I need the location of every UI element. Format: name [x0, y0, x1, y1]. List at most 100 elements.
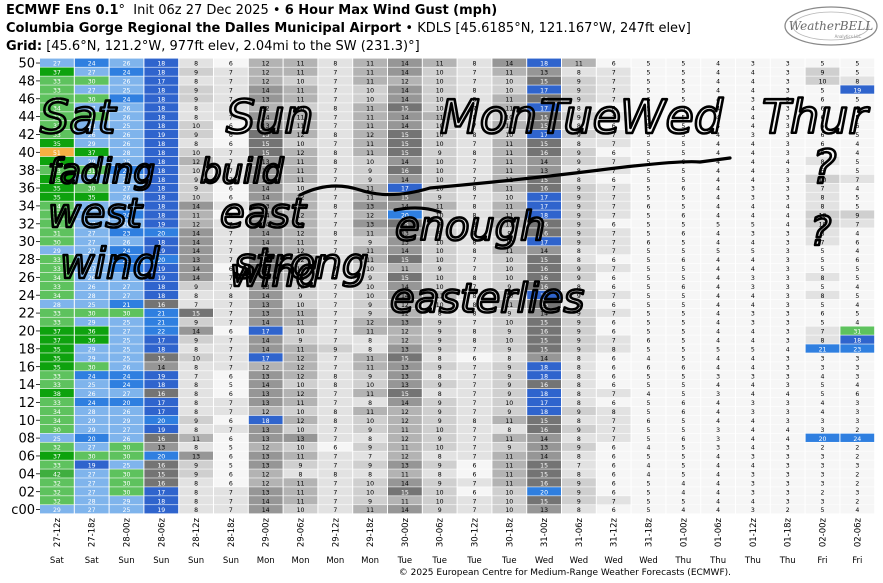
cell-value: 21 — [123, 302, 131, 309]
heatmap-cell — [179, 174, 213, 183]
cell-value: 7 — [229, 489, 233, 496]
heatmap-cell — [805, 505, 840, 514]
heatmap-cell — [527, 94, 561, 103]
cell-value: 11 — [297, 159, 305, 166]
heatmap-cell — [527, 487, 561, 496]
heatmap-cell — [770, 192, 805, 201]
heatmap-cell — [840, 415, 875, 425]
heatmap-cell — [214, 299, 248, 309]
heatmap-cell — [527, 290, 561, 300]
cell-value: 4 — [716, 480, 720, 487]
cell-value: 27 — [123, 293, 131, 300]
y-tick-label: 26 — [18, 271, 35, 286]
heatmap-cell — [770, 67, 805, 76]
cell-value: 4 — [751, 266, 755, 273]
cell-value: 33 — [53, 373, 61, 380]
cell-value: 3 — [821, 427, 825, 434]
cell-value: 15 — [540, 471, 548, 478]
cell-value: 5 — [647, 257, 651, 264]
heatmap-cell — [248, 192, 283, 201]
heatmap-cell — [422, 487, 457, 496]
heatmap-cell — [805, 335, 840, 344]
cell-value: 11 — [436, 114, 444, 121]
heatmap-cell — [248, 362, 283, 371]
cell-value: 3 — [786, 293, 790, 300]
cell-value: 5 — [681, 418, 685, 425]
heatmap-cell — [701, 67, 735, 76]
x-tick-label: 01-00z — [679, 517, 689, 547]
heatmap-cell — [248, 112, 283, 121]
heatmap-cell — [74, 165, 109, 175]
heatmap-cell — [422, 460, 457, 469]
cell-value: 4 — [751, 141, 755, 148]
y-tick-label: 10 — [18, 414, 35, 429]
cell-value: 4 — [786, 427, 790, 434]
heatmap-cell — [805, 174, 840, 183]
heatmap-cell — [179, 424, 213, 434]
heatmap-cell — [736, 281, 770, 291]
heatmap-cell — [666, 85, 701, 94]
day-label: Thu — [709, 556, 726, 566]
cell-value: 30 — [53, 427, 61, 434]
heatmap-cell — [248, 263, 283, 273]
heatmap-cell — [666, 290, 701, 300]
heatmap-cell — [527, 299, 561, 309]
heatmap-cell — [74, 246, 109, 255]
svg-text:Analytics LLC: Analytics LLC — [835, 34, 862, 39]
heatmap-cell — [318, 192, 353, 201]
cell-value: 20 — [123, 400, 131, 407]
heatmap-cell — [214, 388, 248, 398]
cell-value: 5 — [681, 373, 685, 380]
cell-value: 5 — [647, 61, 651, 68]
cell-value: 12 — [192, 221, 200, 228]
cell-value: 6 — [229, 373, 233, 380]
cell-value: 12 — [297, 221, 305, 228]
heatmap-cell — [840, 165, 875, 175]
cell-value: 21 — [157, 311, 165, 318]
cell-value: 5 — [681, 302, 685, 309]
cell-value: 3 — [786, 275, 790, 282]
cell-value: 7 — [612, 266, 616, 273]
heatmap-cell — [318, 165, 353, 175]
annotation-word: west — [48, 191, 143, 237]
heatmap-cell — [457, 371, 492, 380]
heatmap-cell — [353, 317, 387, 326]
heatmap-cell — [179, 299, 213, 309]
heatmap-cell — [388, 174, 422, 183]
heatmap-cell — [701, 478, 735, 487]
heatmap-cell — [388, 67, 422, 76]
cell-value: 8 — [194, 498, 198, 505]
heatmap-cell — [527, 76, 561, 85]
cell-value: 5 — [647, 87, 651, 94]
heatmap-cell — [527, 505, 561, 514]
cell-value: 9 — [577, 96, 581, 103]
heatmap-cell — [457, 397, 492, 407]
cell-value: 8 — [577, 454, 581, 461]
cell-value: 7 — [229, 159, 233, 166]
heatmap-cell — [736, 121, 770, 130]
heatmap-cell — [492, 406, 527, 416]
heatmap-cell — [736, 371, 770, 380]
cell-value: 6 — [229, 471, 233, 478]
heatmap-cell — [318, 138, 353, 148]
heatmap-cell — [144, 353, 179, 362]
cell-value: 9 — [577, 311, 581, 318]
cell-value: 33 — [53, 96, 61, 103]
heatmap-cell — [40, 58, 74, 67]
cell-value: 6 — [612, 463, 616, 470]
heatmap-cell — [248, 371, 283, 380]
heatmap-cell — [109, 353, 144, 362]
cell-value: 9 — [438, 320, 442, 327]
heatmap-cell — [562, 388, 596, 398]
heatmap-cell — [492, 272, 527, 282]
heatmap-cell — [248, 94, 283, 103]
cell-value: 9 — [577, 427, 581, 434]
heatmap-cell — [318, 183, 353, 192]
y-tick-label: 38 — [18, 164, 35, 179]
heatmap-cell — [214, 112, 248, 121]
heatmap-cell — [353, 201, 387, 210]
cell-value: 6 — [229, 61, 233, 68]
cell-value: 27 — [123, 186, 131, 193]
cell-value: 10 — [366, 284, 374, 291]
cell-value: 7 — [229, 168, 233, 175]
